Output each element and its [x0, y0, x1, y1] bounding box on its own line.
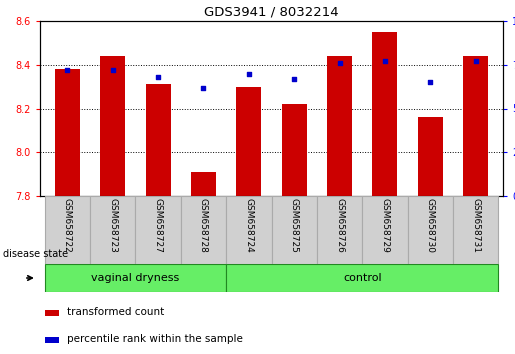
Text: GSM658724: GSM658724 — [244, 198, 253, 253]
Bar — [236, 87, 261, 196]
Bar — [271, 196, 317, 264]
Bar — [191, 172, 216, 196]
Text: GSM658730: GSM658730 — [426, 198, 435, 253]
Bar — [45, 337, 59, 343]
Bar — [362, 196, 408, 264]
Bar — [226, 196, 271, 264]
Point — [154, 74, 162, 80]
Bar — [55, 69, 80, 196]
Bar — [45, 310, 59, 316]
Text: GSM658728: GSM658728 — [199, 198, 208, 253]
Title: GDS3941 / 8032214: GDS3941 / 8032214 — [204, 5, 339, 18]
Point — [472, 58, 480, 64]
Bar — [90, 196, 135, 264]
Text: GSM658726: GSM658726 — [335, 198, 344, 253]
Bar — [44, 196, 90, 264]
Bar — [226, 264, 499, 292]
Bar — [282, 104, 306, 196]
Bar — [372, 32, 398, 196]
Text: GSM658725: GSM658725 — [290, 198, 299, 253]
Text: GSM658723: GSM658723 — [108, 198, 117, 253]
Bar — [464, 56, 488, 196]
Bar — [135, 196, 181, 264]
Point — [199, 85, 208, 90]
Point — [335, 60, 344, 66]
Bar — [418, 117, 443, 196]
Text: GSM658731: GSM658731 — [471, 198, 480, 253]
Bar — [408, 196, 453, 264]
Text: GSM658727: GSM658727 — [153, 198, 163, 253]
Bar — [327, 56, 352, 196]
Bar — [146, 85, 170, 196]
Bar — [181, 196, 226, 264]
Text: control: control — [343, 273, 382, 283]
Text: vaginal dryness: vaginal dryness — [91, 273, 179, 283]
Bar — [453, 196, 499, 264]
Point — [426, 79, 435, 85]
Text: GSM658722: GSM658722 — [63, 198, 72, 253]
Point — [63, 67, 72, 73]
Text: percentile rank within the sample: percentile rank within the sample — [67, 334, 243, 344]
Text: disease state: disease state — [3, 249, 67, 259]
Bar — [317, 196, 362, 264]
Text: transformed count: transformed count — [67, 307, 164, 317]
Point — [109, 67, 117, 73]
Text: GSM658729: GSM658729 — [381, 198, 389, 253]
Bar — [100, 56, 125, 196]
Bar — [44, 264, 226, 292]
Point — [245, 71, 253, 76]
Point — [290, 76, 298, 81]
Point — [381, 58, 389, 64]
